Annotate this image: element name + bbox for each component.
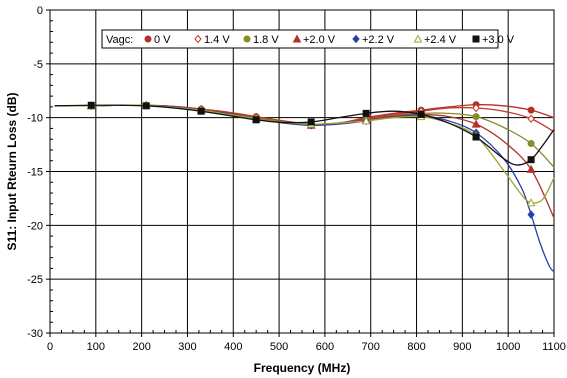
data-point (361, 116, 371, 125)
x-tick-label: 200 (132, 341, 150, 353)
series-markers (86, 100, 536, 219)
data-point (472, 133, 480, 141)
data-point (472, 103, 480, 113)
x-tick-label: 800 (407, 341, 425, 353)
data-point (471, 119, 481, 128)
legend-marker (243, 35, 251, 43)
legend-label: 1.4 V (204, 34, 230, 46)
legend-marker (472, 35, 480, 43)
legend-marker (413, 34, 423, 43)
legend-marker (352, 34, 360, 44)
legend-box (101, 29, 499, 49)
data-point (252, 116, 260, 124)
data-point (527, 114, 535, 124)
x-tick-label: 400 (224, 341, 242, 353)
x-tick-label: 0 (47, 341, 53, 353)
y-tick-label: -30 (27, 328, 43, 340)
x-tick-label: 100 (87, 341, 105, 353)
x-tick-label: 500 (270, 341, 288, 353)
data-point (197, 107, 205, 115)
data-point (142, 102, 150, 110)
legend-label: 0 V (154, 34, 171, 46)
y-tick-label: -25 (27, 274, 43, 286)
data-point (527, 106, 535, 114)
data-point (526, 164, 536, 173)
legend-items: 0 V 1.4 V 1.8 V +2.0 V +2.2 V +2.4 V +3.0 V (144, 34, 515, 46)
x-axis-title: Frequency (MHz) (254, 361, 351, 375)
x-tick-label: 600 (316, 341, 334, 353)
data-point (417, 110, 425, 118)
legend-label: +2.4 V (424, 34, 457, 46)
y-tick-label: -15 (27, 167, 43, 179)
legend: Vagc: 0 V 1.4 V 1.8 V +2.0 V +2.2 V +2.4 V +3.… (101, 29, 515, 49)
legend-label: 1.8 V (253, 34, 279, 46)
y-axis-title: S11: Input Rteurn Loss (dB) (5, 92, 19, 250)
legend-label: +2.2 V (362, 34, 395, 46)
legend-marker (194, 34, 202, 44)
x-tick-label: 1100 (542, 341, 566, 353)
data-point (472, 113, 480, 121)
data-point (527, 210, 535, 219)
data-point (362, 109, 370, 117)
y-tick-label: -20 (27, 220, 43, 232)
x-tick-label: 700 (362, 341, 380, 353)
legend-label: +3.0 V (482, 34, 515, 46)
data-point (527, 156, 535, 164)
x-tick-label: 900 (453, 341, 471, 353)
legend-marker (292, 34, 302, 43)
data-point (307, 118, 315, 126)
legend-label: +2.0 V (303, 34, 336, 46)
data-point (526, 198, 536, 207)
axis-ticks (46, 9, 555, 337)
legend-title: Vagc: (106, 34, 133, 46)
y-tick-label: -5 (33, 59, 43, 71)
data-point (87, 101, 95, 109)
legend-marker (144, 35, 152, 43)
x-tick-label: 1000 (496, 341, 520, 353)
series-line (54, 104, 555, 166)
x-tick-label: 300 (178, 341, 196, 353)
y-tick-labels: 0 -5 -10 -15 -20 -25 -30 (27, 5, 43, 340)
y-tick-label: 0 (37, 5, 43, 17)
data-point (527, 140, 535, 148)
x-tick-labels: 0 100 200 300 400 500 600 700 800 900 1000 1100 (47, 341, 566, 353)
y-tick-label: -10 (27, 113, 43, 125)
